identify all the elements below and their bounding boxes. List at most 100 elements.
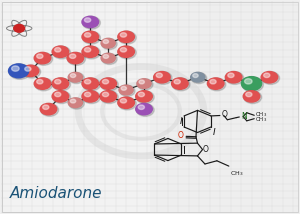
Circle shape — [85, 33, 91, 37]
Text: CH$_3$: CH$_3$ — [255, 115, 268, 124]
Circle shape — [9, 64, 31, 79]
Circle shape — [103, 55, 109, 58]
Circle shape — [139, 80, 144, 84]
Circle shape — [100, 38, 116, 49]
Circle shape — [82, 46, 100, 59]
Circle shape — [118, 97, 136, 110]
Circle shape — [53, 78, 70, 91]
Circle shape — [43, 105, 49, 109]
Circle shape — [136, 78, 152, 89]
Circle shape — [154, 72, 172, 85]
Circle shape — [120, 33, 127, 37]
Circle shape — [82, 91, 100, 104]
Circle shape — [210, 79, 216, 84]
Circle shape — [55, 79, 61, 84]
Circle shape — [41, 104, 58, 116]
Circle shape — [174, 79, 180, 84]
Text: I: I — [180, 117, 182, 126]
Circle shape — [135, 90, 153, 103]
Circle shape — [228, 73, 234, 77]
Circle shape — [100, 53, 116, 64]
Text: N: N — [241, 112, 247, 121]
Circle shape — [118, 85, 134, 95]
Circle shape — [70, 54, 76, 58]
Circle shape — [120, 99, 127, 103]
Circle shape — [81, 77, 99, 90]
Circle shape — [34, 77, 52, 90]
Circle shape — [82, 78, 100, 91]
Circle shape — [102, 39, 117, 50]
FancyBboxPatch shape — [150, 1, 299, 213]
Circle shape — [8, 63, 29, 79]
Circle shape — [193, 74, 198, 77]
Circle shape — [244, 79, 252, 84]
Circle shape — [136, 91, 154, 104]
Circle shape — [70, 99, 76, 103]
Circle shape — [40, 103, 57, 116]
Circle shape — [34, 52, 52, 64]
Text: I: I — [212, 128, 215, 137]
Circle shape — [35, 78, 53, 91]
Circle shape — [246, 92, 252, 97]
Circle shape — [85, 79, 91, 84]
Circle shape — [137, 79, 153, 90]
Circle shape — [22, 64, 40, 77]
Circle shape — [37, 79, 43, 84]
Circle shape — [55, 92, 61, 97]
Circle shape — [52, 77, 69, 90]
Circle shape — [100, 91, 118, 104]
Circle shape — [102, 92, 109, 97]
Circle shape — [208, 78, 226, 91]
Circle shape — [172, 78, 190, 91]
Text: CH$_3$: CH$_3$ — [230, 169, 244, 178]
Text: O: O — [222, 110, 228, 119]
Circle shape — [35, 53, 53, 65]
Circle shape — [81, 30, 99, 43]
Circle shape — [69, 98, 84, 109]
Circle shape — [100, 78, 118, 91]
Circle shape — [191, 73, 207, 84]
Circle shape — [241, 76, 262, 91]
Circle shape — [117, 30, 135, 43]
Circle shape — [138, 105, 145, 109]
Circle shape — [135, 103, 153, 116]
Circle shape — [117, 45, 135, 58]
Circle shape — [85, 92, 91, 97]
Circle shape — [242, 77, 263, 92]
Circle shape — [244, 91, 262, 104]
Circle shape — [82, 31, 100, 44]
Circle shape — [171, 77, 189, 90]
Circle shape — [99, 90, 117, 103]
Circle shape — [82, 16, 100, 29]
Circle shape — [68, 53, 85, 65]
Circle shape — [68, 97, 83, 108]
Text: O: O — [177, 131, 183, 140]
Circle shape — [85, 18, 91, 22]
Circle shape — [156, 73, 162, 77]
Circle shape — [68, 72, 83, 83]
Circle shape — [23, 65, 41, 78]
Circle shape — [260, 71, 278, 84]
Circle shape — [207, 77, 225, 90]
Circle shape — [52, 90, 69, 103]
Circle shape — [119, 85, 135, 96]
Circle shape — [69, 73, 84, 84]
Circle shape — [25, 67, 31, 71]
Circle shape — [12, 66, 19, 71]
Circle shape — [53, 91, 70, 104]
Circle shape — [14, 25, 25, 32]
Circle shape — [121, 86, 127, 90]
Circle shape — [70, 74, 76, 77]
Circle shape — [52, 45, 69, 58]
Circle shape — [99, 77, 117, 90]
Circle shape — [243, 90, 260, 103]
Text: CH$_3$: CH$_3$ — [255, 110, 268, 119]
Circle shape — [81, 90, 99, 103]
Circle shape — [103, 40, 109, 43]
Circle shape — [262, 72, 280, 85]
Circle shape — [117, 96, 135, 109]
Circle shape — [81, 45, 99, 58]
Circle shape — [55, 48, 61, 52]
Circle shape — [81, 16, 99, 28]
Circle shape — [118, 31, 136, 44]
